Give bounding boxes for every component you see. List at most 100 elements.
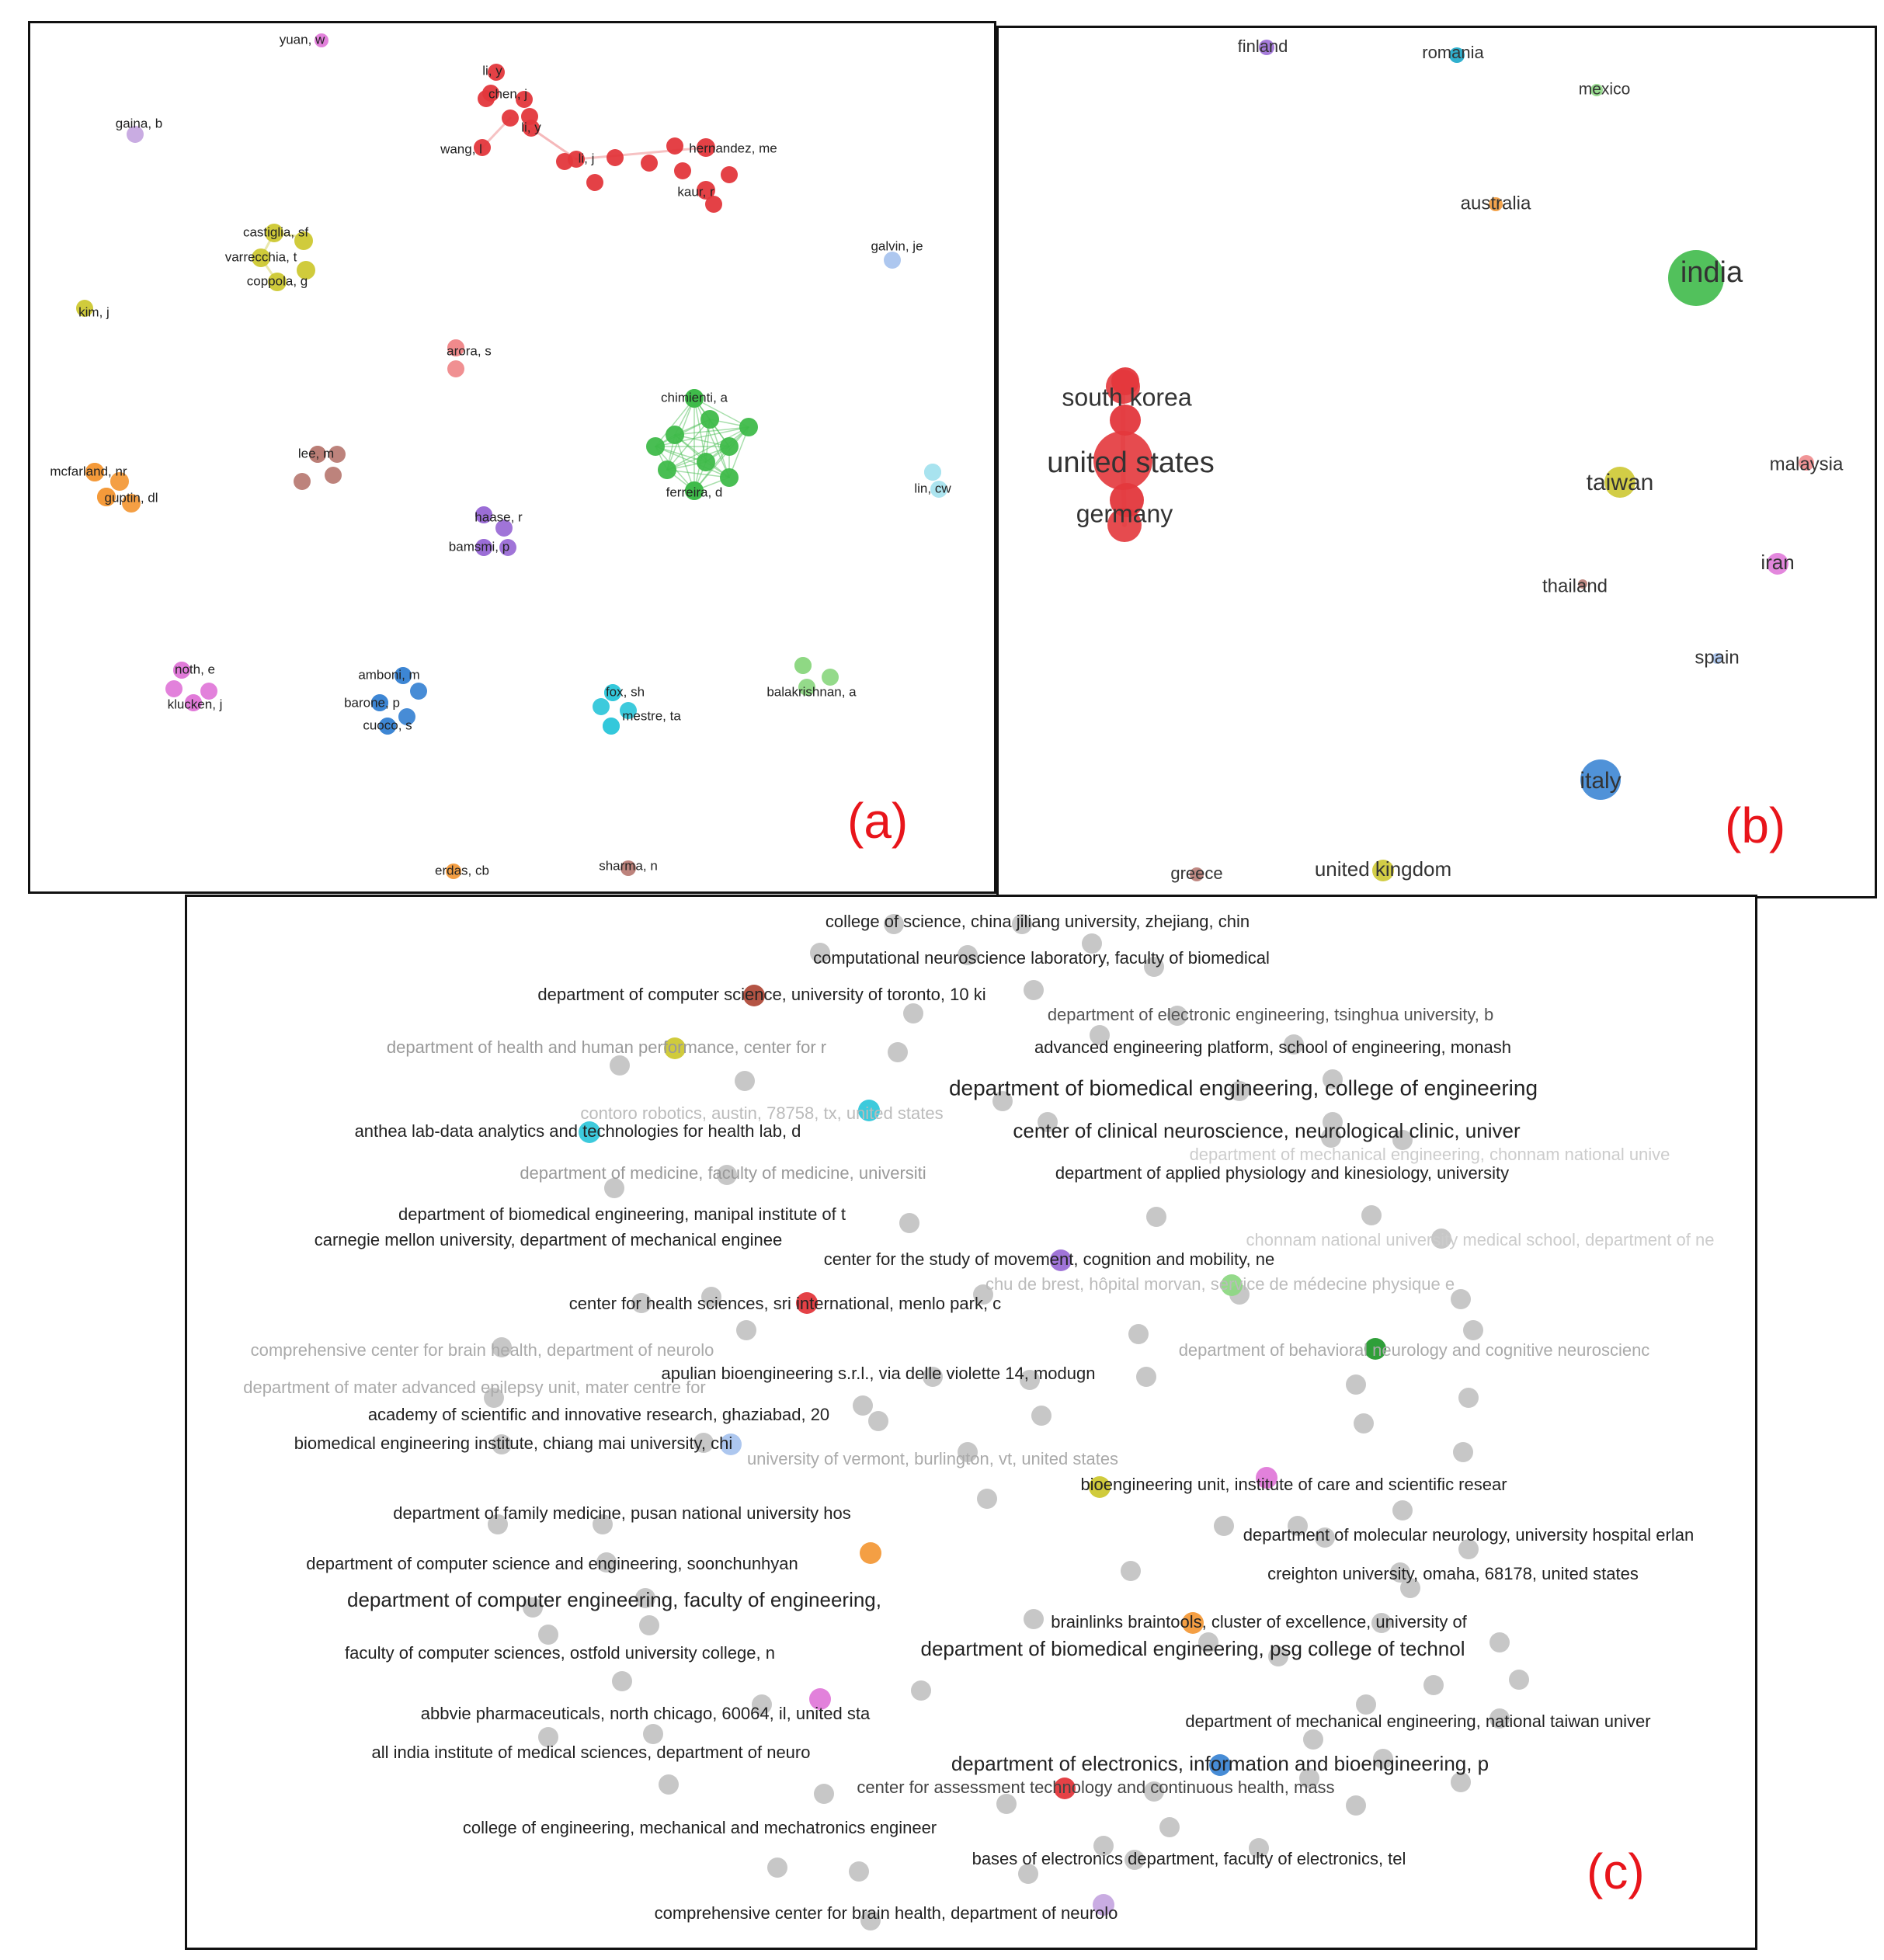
author-label: castiglia, sf (243, 224, 308, 239)
country-node-8 (1604, 467, 1635, 498)
institution-node (1268, 1646, 1288, 1666)
country-label: south korea (1062, 383, 1191, 411)
institution-node (1509, 1670, 1529, 1690)
author-node-8 (127, 126, 144, 143)
institution-label: brainlinks braintools, cluster of excell… (1051, 1612, 1467, 1632)
institution-node (1390, 1562, 1410, 1583)
institution-label: department of mechanical engineering, ch… (1190, 1145, 1670, 1164)
institution-label: bioengineering unit, institute of care a… (1080, 1475, 1507, 1494)
country-label: spain (1695, 647, 1739, 668)
panel-b-letter: (b) (1725, 798, 1786, 853)
network-edge (655, 398, 695, 447)
author-label: balakrishnan, a (766, 684, 857, 699)
author-node (325, 467, 342, 484)
institution-label: department of applied physiology and kin… (1055, 1163, 1509, 1183)
institution-node (736, 1320, 756, 1340)
institution-node (1031, 1406, 1051, 1426)
institution-node (888, 1042, 908, 1062)
institution-network-panel-c: college of science, china jiliang univer… (185, 895, 1757, 1950)
author-node (930, 481, 947, 498)
country-node-12 (1712, 653, 1722, 664)
institution-node (809, 1688, 831, 1710)
author-label: li, y (482, 63, 502, 78)
institution-node (1453, 1442, 1473, 1462)
author-node-7 (697, 181, 715, 200)
author-node-15 (685, 389, 704, 408)
country-label: india (1681, 256, 1743, 289)
author-node-11 (268, 273, 287, 291)
institution-label: center of clinical neuroscience, neurolo… (1013, 1119, 1521, 1142)
author-node (705, 196, 722, 213)
country-label: united states (1047, 447, 1214, 479)
author-network-panel-a: yuan, w li, y chen, j li, y wang, l li, j hern… (28, 21, 996, 894)
institution-node (884, 914, 904, 934)
institution-node (977, 1489, 997, 1509)
institution-node (1299, 1768, 1319, 1788)
institution-node (1182, 1612, 1204, 1634)
institution-label: bases of electronics department, faculty… (972, 1849, 1406, 1868)
institution-node (1431, 1228, 1451, 1249)
institution-node (1303, 1729, 1323, 1750)
institution-label: contoro robotics, austin, 78758, tx, uni… (580, 1103, 943, 1123)
institution-node (958, 945, 978, 965)
institution-node (1159, 1817, 1180, 1837)
institution-node (899, 1213, 919, 1233)
author-label: lee, m (298, 446, 334, 460)
country-label: italy (1580, 768, 1621, 794)
country-label: malaysia (1770, 454, 1844, 474)
author-label: kim, j (78, 304, 109, 319)
network-edge (575, 146, 707, 161)
institution-node (1288, 1516, 1308, 1536)
institution-label: department of mechanical engineering, na… (1185, 1712, 1650, 1731)
institution-node (860, 1542, 881, 1564)
author-node (593, 698, 610, 715)
institution-node (484, 1388, 504, 1408)
institution-node (1093, 1894, 1114, 1916)
author-node-17 (309, 446, 326, 463)
country-label: iran (1761, 551, 1794, 574)
institution-node (1221, 1274, 1243, 1296)
institution-node (538, 1625, 558, 1645)
panel-a-letter: (a) (847, 793, 909, 849)
institution-node (1489, 1632, 1510, 1652)
country-node-6 (1093, 431, 1152, 490)
author-node (658, 460, 676, 479)
institution-node (1423, 1675, 1444, 1695)
author-node-19 (97, 488, 116, 506)
institution-node (810, 943, 830, 963)
institution-node (868, 1411, 888, 1431)
institution-node (1167, 1006, 1187, 1026)
institution-label: abbvie pharmaceuticals, north chicago, 6… (421, 1704, 871, 1723)
institution-node (735, 1071, 755, 1091)
institution-label: university of vermont, burlington, vt, u… (747, 1449, 1118, 1468)
author-node-16 (685, 481, 704, 500)
country-node-11 (1767, 553, 1788, 575)
author-node-12 (884, 252, 901, 269)
country-label: greece (1170, 864, 1222, 883)
institution-node (1121, 1561, 1141, 1581)
institution-label: advanced engineering platform, school of… (1034, 1037, 1511, 1057)
institution-label: college of science, china jiliang univer… (826, 912, 1250, 931)
author-node (502, 109, 519, 127)
institution-label: anthea lab-data analytics and technologi… (355, 1121, 801, 1141)
country-label: australia (1461, 193, 1531, 214)
author-label: noth, e (175, 662, 215, 676)
author-node (499, 539, 516, 556)
institution-label: center for assessment technology and con… (857, 1778, 1334, 1797)
institution-node (1082, 933, 1102, 954)
network-edge (693, 426, 749, 492)
author-node (720, 437, 739, 456)
institution-node (860, 1910, 881, 1930)
institution-node (973, 1284, 993, 1305)
author-label: lin, cw (914, 481, 951, 495)
institution-label: department of medicine, faculty of medic… (520, 1163, 926, 1183)
country-network-graph: finland romania mexico australia india south … (1047, 36, 1844, 883)
author-node (822, 669, 839, 686)
institution-node (1054, 1778, 1076, 1799)
institution-node (853, 1395, 873, 1416)
country-node-14 (1190, 867, 1204, 881)
author-label: wang, l (440, 141, 482, 156)
author-node-26 (371, 694, 388, 711)
author-label: mestre, ta (622, 708, 681, 723)
author-node (586, 174, 603, 191)
